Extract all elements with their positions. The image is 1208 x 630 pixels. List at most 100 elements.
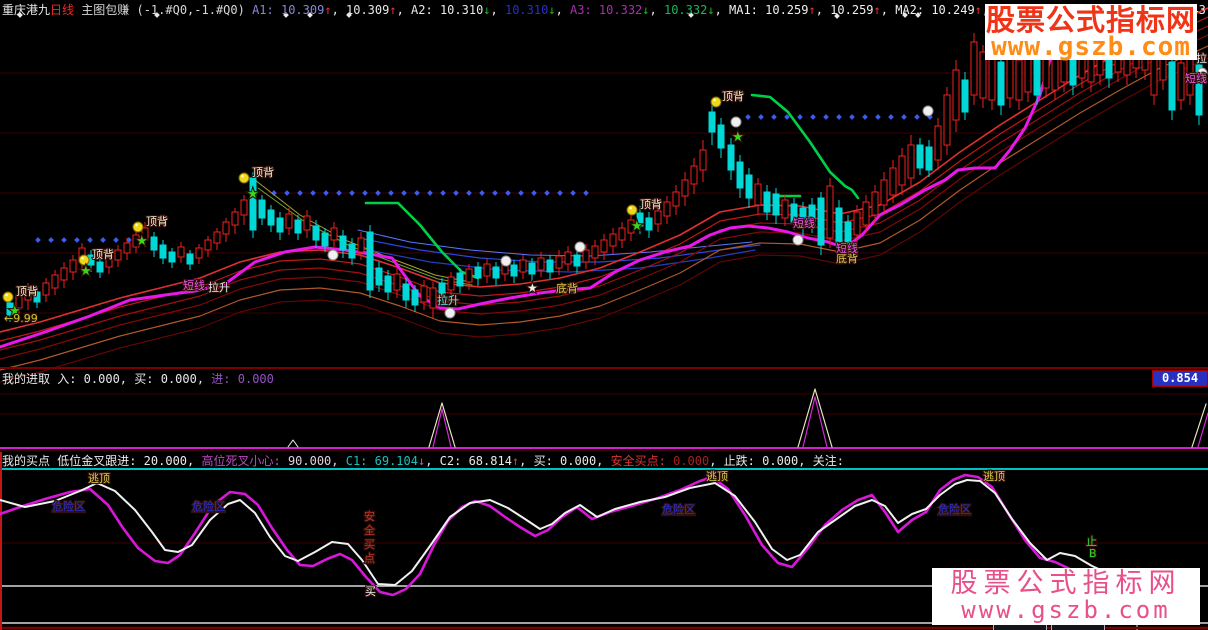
signal-ball-yellow (626, 204, 638, 216)
candlestick (96, 261, 104, 273)
dotted-trend-line (466, 190, 472, 196)
dotted-trend-line (518, 190, 524, 196)
green-signal-line (750, 93, 860, 200)
candlestick (231, 211, 239, 226)
star-marker: ★ (247, 187, 259, 202)
candlestick (402, 283, 410, 301)
dotted-trend-line (427, 190, 433, 196)
header-segment: 重庆港九 (2, 3, 51, 17)
candlestick (339, 235, 347, 251)
signal-ball-yellow (132, 221, 144, 233)
candlestick (429, 287, 437, 309)
star-marker: ★ (136, 234, 148, 249)
candlestick (763, 191, 771, 213)
candlestick (988, 57, 996, 101)
dotted-trend-line (823, 114, 829, 120)
header-segment: 0.000 (673, 454, 710, 468)
candlestick (357, 237, 365, 253)
oscillator-annotation: 逃顶 (706, 470, 728, 483)
candlestick (204, 239, 212, 251)
candlestick (880, 179, 888, 206)
header-segment: ↑ (873, 3, 881, 17)
candlestick (150, 236, 158, 251)
ball-highlight (81, 256, 84, 260)
candlestick (781, 199, 789, 219)
candlestick (573, 254, 581, 267)
star-marker: ★ (80, 264, 92, 279)
oscillator-annotation: 逃顶 (88, 472, 110, 485)
trend-line (357, 247, 756, 273)
panel2-indicator-header: 我的进取 入: 0.000, 买: 0.000, 进: 0.000 (2, 371, 1208, 387)
candlestick (1033, 57, 1041, 96)
dotted-trend-line (453, 190, 459, 196)
candlestick (132, 234, 140, 248)
top-diamond-marker (834, 13, 840, 19)
candlestick (420, 285, 428, 303)
top-diamond-marker (915, 12, 921, 18)
header-segment: ↑ (511, 454, 520, 468)
header-segment: ↓ (417, 454, 426, 468)
header-segment: 日线 (50, 3, 75, 17)
candlestick (907, 144, 915, 179)
candlestick (961, 79, 969, 113)
candlestick (645, 217, 653, 231)
oscillator-annotation: 逃顶 (983, 470, 1005, 483)
oscillator-annotation: 危险区 (938, 502, 971, 516)
candlestick (465, 268, 473, 283)
candlestick (799, 207, 807, 229)
candlestick (817, 197, 825, 246)
candlestick (267, 209, 275, 226)
chart-annotation: 短线 (1185, 71, 1207, 85)
star-marker: ★ (732, 130, 744, 145)
candlestick (717, 124, 725, 149)
watermark-site-url: www.gszb.com (991, 32, 1191, 62)
latest-value-badge: 0.854 (1152, 370, 1208, 387)
signal-ball-yellow (710, 96, 722, 108)
oscillator-annotation: 买 (365, 585, 376, 598)
header-segment: 入: 0.000, (57, 372, 135, 386)
candlestick (736, 161, 744, 189)
candlestick (375, 267, 383, 286)
chart-annotation: 顶背 (16, 284, 38, 298)
header-segment: 我的买点 (2, 454, 58, 468)
candlestick (312, 225, 320, 241)
candlestick (6, 302, 14, 316)
chart-annotation: ←9.99 (4, 312, 38, 325)
header-segment: , 止跌: 0.000, 关注: (709, 454, 844, 468)
dotted-trend-line (362, 190, 368, 196)
dotted-trend-line (583, 190, 589, 196)
signal-triangle (432, 408, 452, 448)
candlestick (546, 259, 554, 273)
watermark-bottom-right: 股票公式指标网 www.gszb.com (932, 568, 1200, 625)
candlestick (862, 201, 870, 226)
signal-triangle (428, 402, 456, 448)
signal-ball-yellow (2, 291, 14, 303)
oscillator-annotation: 止 (1086, 535, 1097, 548)
ma-line (0, 25, 1208, 351)
dotted-trend-line (388, 190, 394, 196)
candlestick (213, 231, 221, 244)
chart-annotation: 顶背 (252, 165, 274, 179)
vertical-annotation: 点 (364, 552, 375, 565)
dotted-trend-line (284, 190, 290, 196)
dotted-trend-line (113, 237, 119, 243)
candlestick (690, 165, 698, 185)
candlestick (555, 255, 563, 269)
candlestick (240, 199, 248, 216)
header-segment: A3: 10.332 (570, 3, 643, 17)
candlestick (42, 282, 50, 296)
chart-annotation: 短线 (836, 241, 858, 255)
ball-highlight (241, 174, 244, 178)
header-segment: A1: 10.309 (252, 3, 325, 17)
candlestick (745, 174, 753, 199)
signal-triangle (802, 396, 828, 448)
header-segment: 我的进取 (2, 372, 58, 386)
candlestick (303, 215, 311, 231)
candlestick (772, 193, 780, 216)
candlestick (456, 272, 464, 287)
header-segment: , 10.259 (815, 3, 874, 17)
candlestick (591, 245, 599, 259)
candlestick (681, 179, 689, 197)
